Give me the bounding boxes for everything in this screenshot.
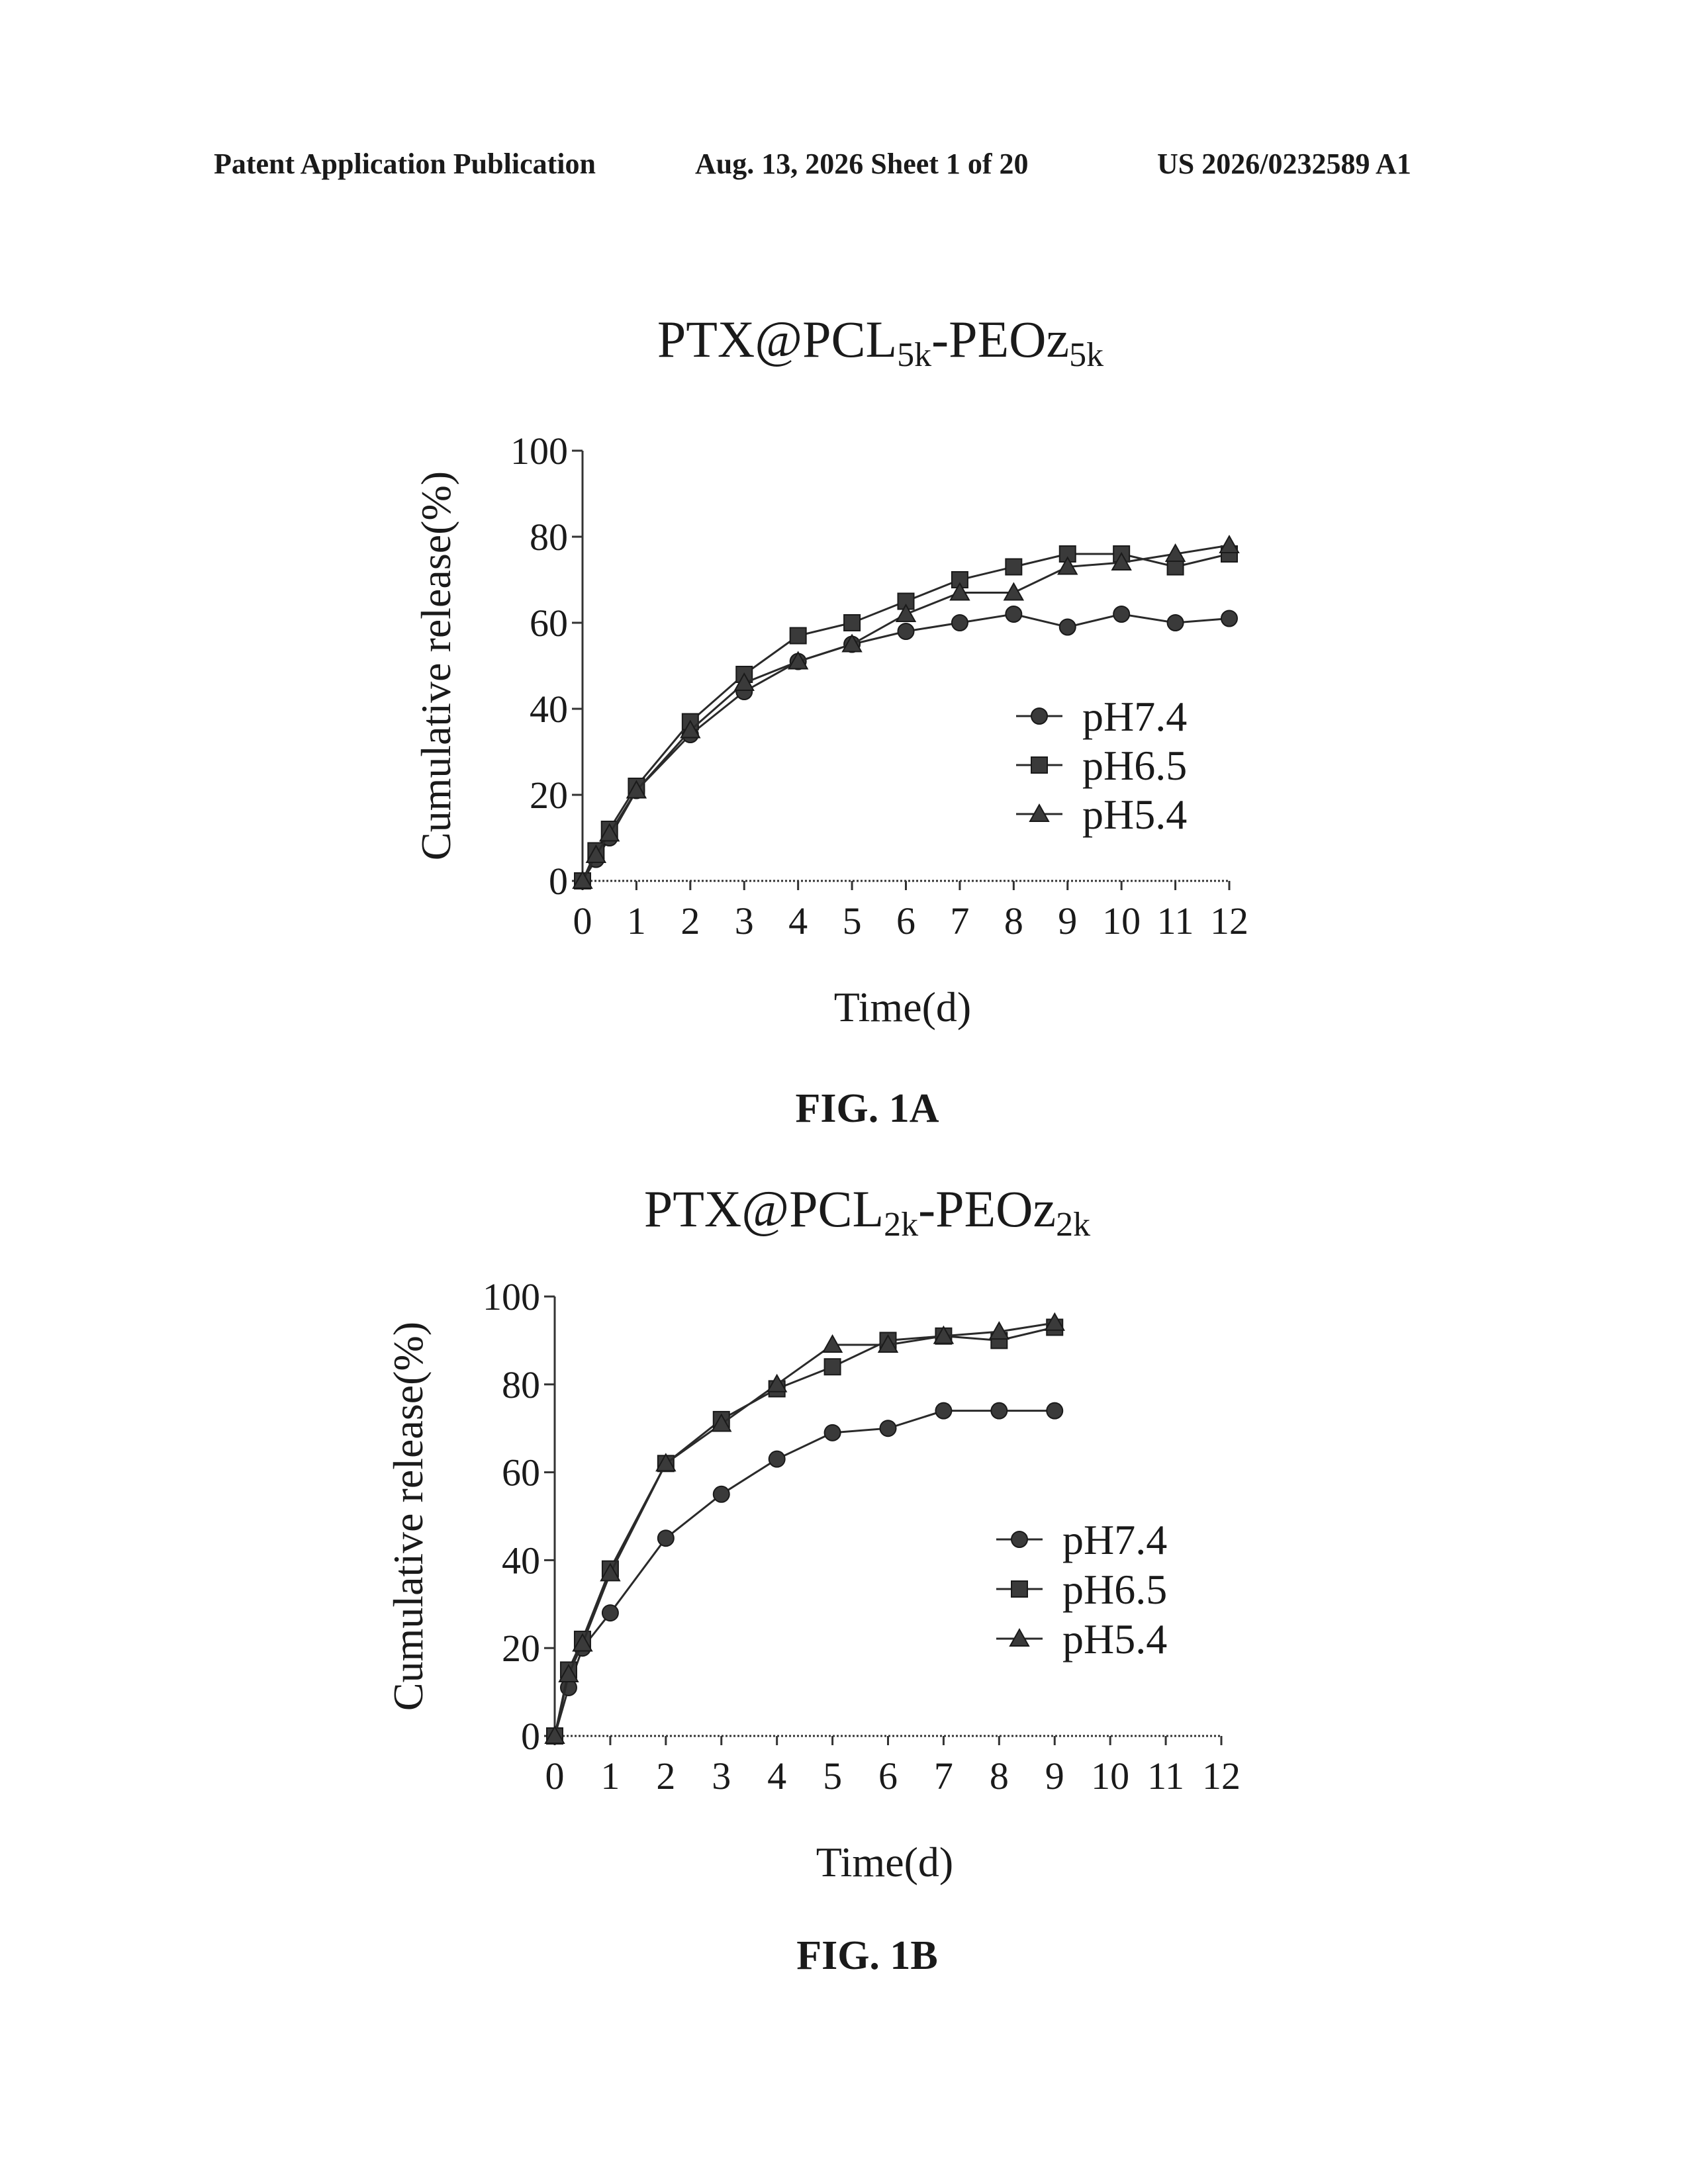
fig1b-point-ph7-4	[714, 1486, 729, 1502]
fig1b-x-tick-label: 3	[712, 1754, 731, 1797]
fig1b-series-line-ph7-4	[555, 1411, 1055, 1736]
fig1b-x-tick-label: 10	[1091, 1754, 1129, 1797]
fig1b-point-ph7-4	[769, 1451, 785, 1467]
fig1b-y-tick-label: 60	[502, 1451, 540, 1494]
fig1b-x-axis-label: Time(d)	[816, 1839, 953, 1886]
fig1b-x-tick-label: 12	[1202, 1754, 1241, 1797]
fig1b-y-tick-label: 80	[502, 1363, 540, 1406]
fig1b-y-tick-label: 40	[502, 1539, 540, 1582]
fig1b-point-ph7-4	[602, 1605, 618, 1621]
fig1b-legend-marker-ph6-5	[1011, 1581, 1027, 1597]
fig1b-legend-label-ph5-4: pH5.4	[1062, 1615, 1167, 1662]
fig1b-x-tick-label: 0	[545, 1754, 565, 1797]
fig1b-x-tick-label: 11	[1147, 1754, 1184, 1797]
fig1b-series-line-ph5-4	[555, 1323, 1055, 1736]
fig1b-y-tick-label: 100	[483, 1275, 540, 1318]
fig1b-series-line-ph6-5	[555, 1327, 1055, 1736]
fig1b-point-ph7-4	[825, 1425, 841, 1441]
fig1b-legend-label-ph6-5: pH6.5	[1062, 1566, 1167, 1613]
fig1b-y-axis-label: Cumulative release(%)	[385, 1322, 432, 1711]
fig1b-x-tick-label: 9	[1045, 1754, 1064, 1797]
fig1b-x-tick-label: 5	[823, 1754, 842, 1797]
fig1b-point-ph7-4	[991, 1403, 1007, 1419]
fig1b-point-ph7-4	[658, 1530, 674, 1546]
fig1b-legend-label-ph7-4: pH7.4	[1062, 1516, 1167, 1563]
fig1b-point-ph7-4	[935, 1403, 951, 1419]
fig1b-x-tick-label: 7	[934, 1754, 953, 1797]
fig1b-x-tick-label: 1	[600, 1754, 620, 1797]
fig1b-x-tick-label: 4	[767, 1754, 786, 1797]
fig1b-point-ph7-4	[1047, 1403, 1062, 1419]
fig1b-x-tick-label: 2	[656, 1754, 675, 1797]
fig1b-y-tick-label: 0	[521, 1715, 540, 1758]
fig1b-x-tick-label: 8	[990, 1754, 1009, 1797]
fig1b-legend-marker-ph7-4	[1011, 1531, 1027, 1547]
fig1b-y-tick-label: 20	[502, 1627, 540, 1670]
fig1b-x-tick-label: 6	[878, 1754, 898, 1797]
fig1b-point-ph6-5	[825, 1359, 841, 1375]
fig1b-point-ph7-4	[880, 1420, 896, 1436]
